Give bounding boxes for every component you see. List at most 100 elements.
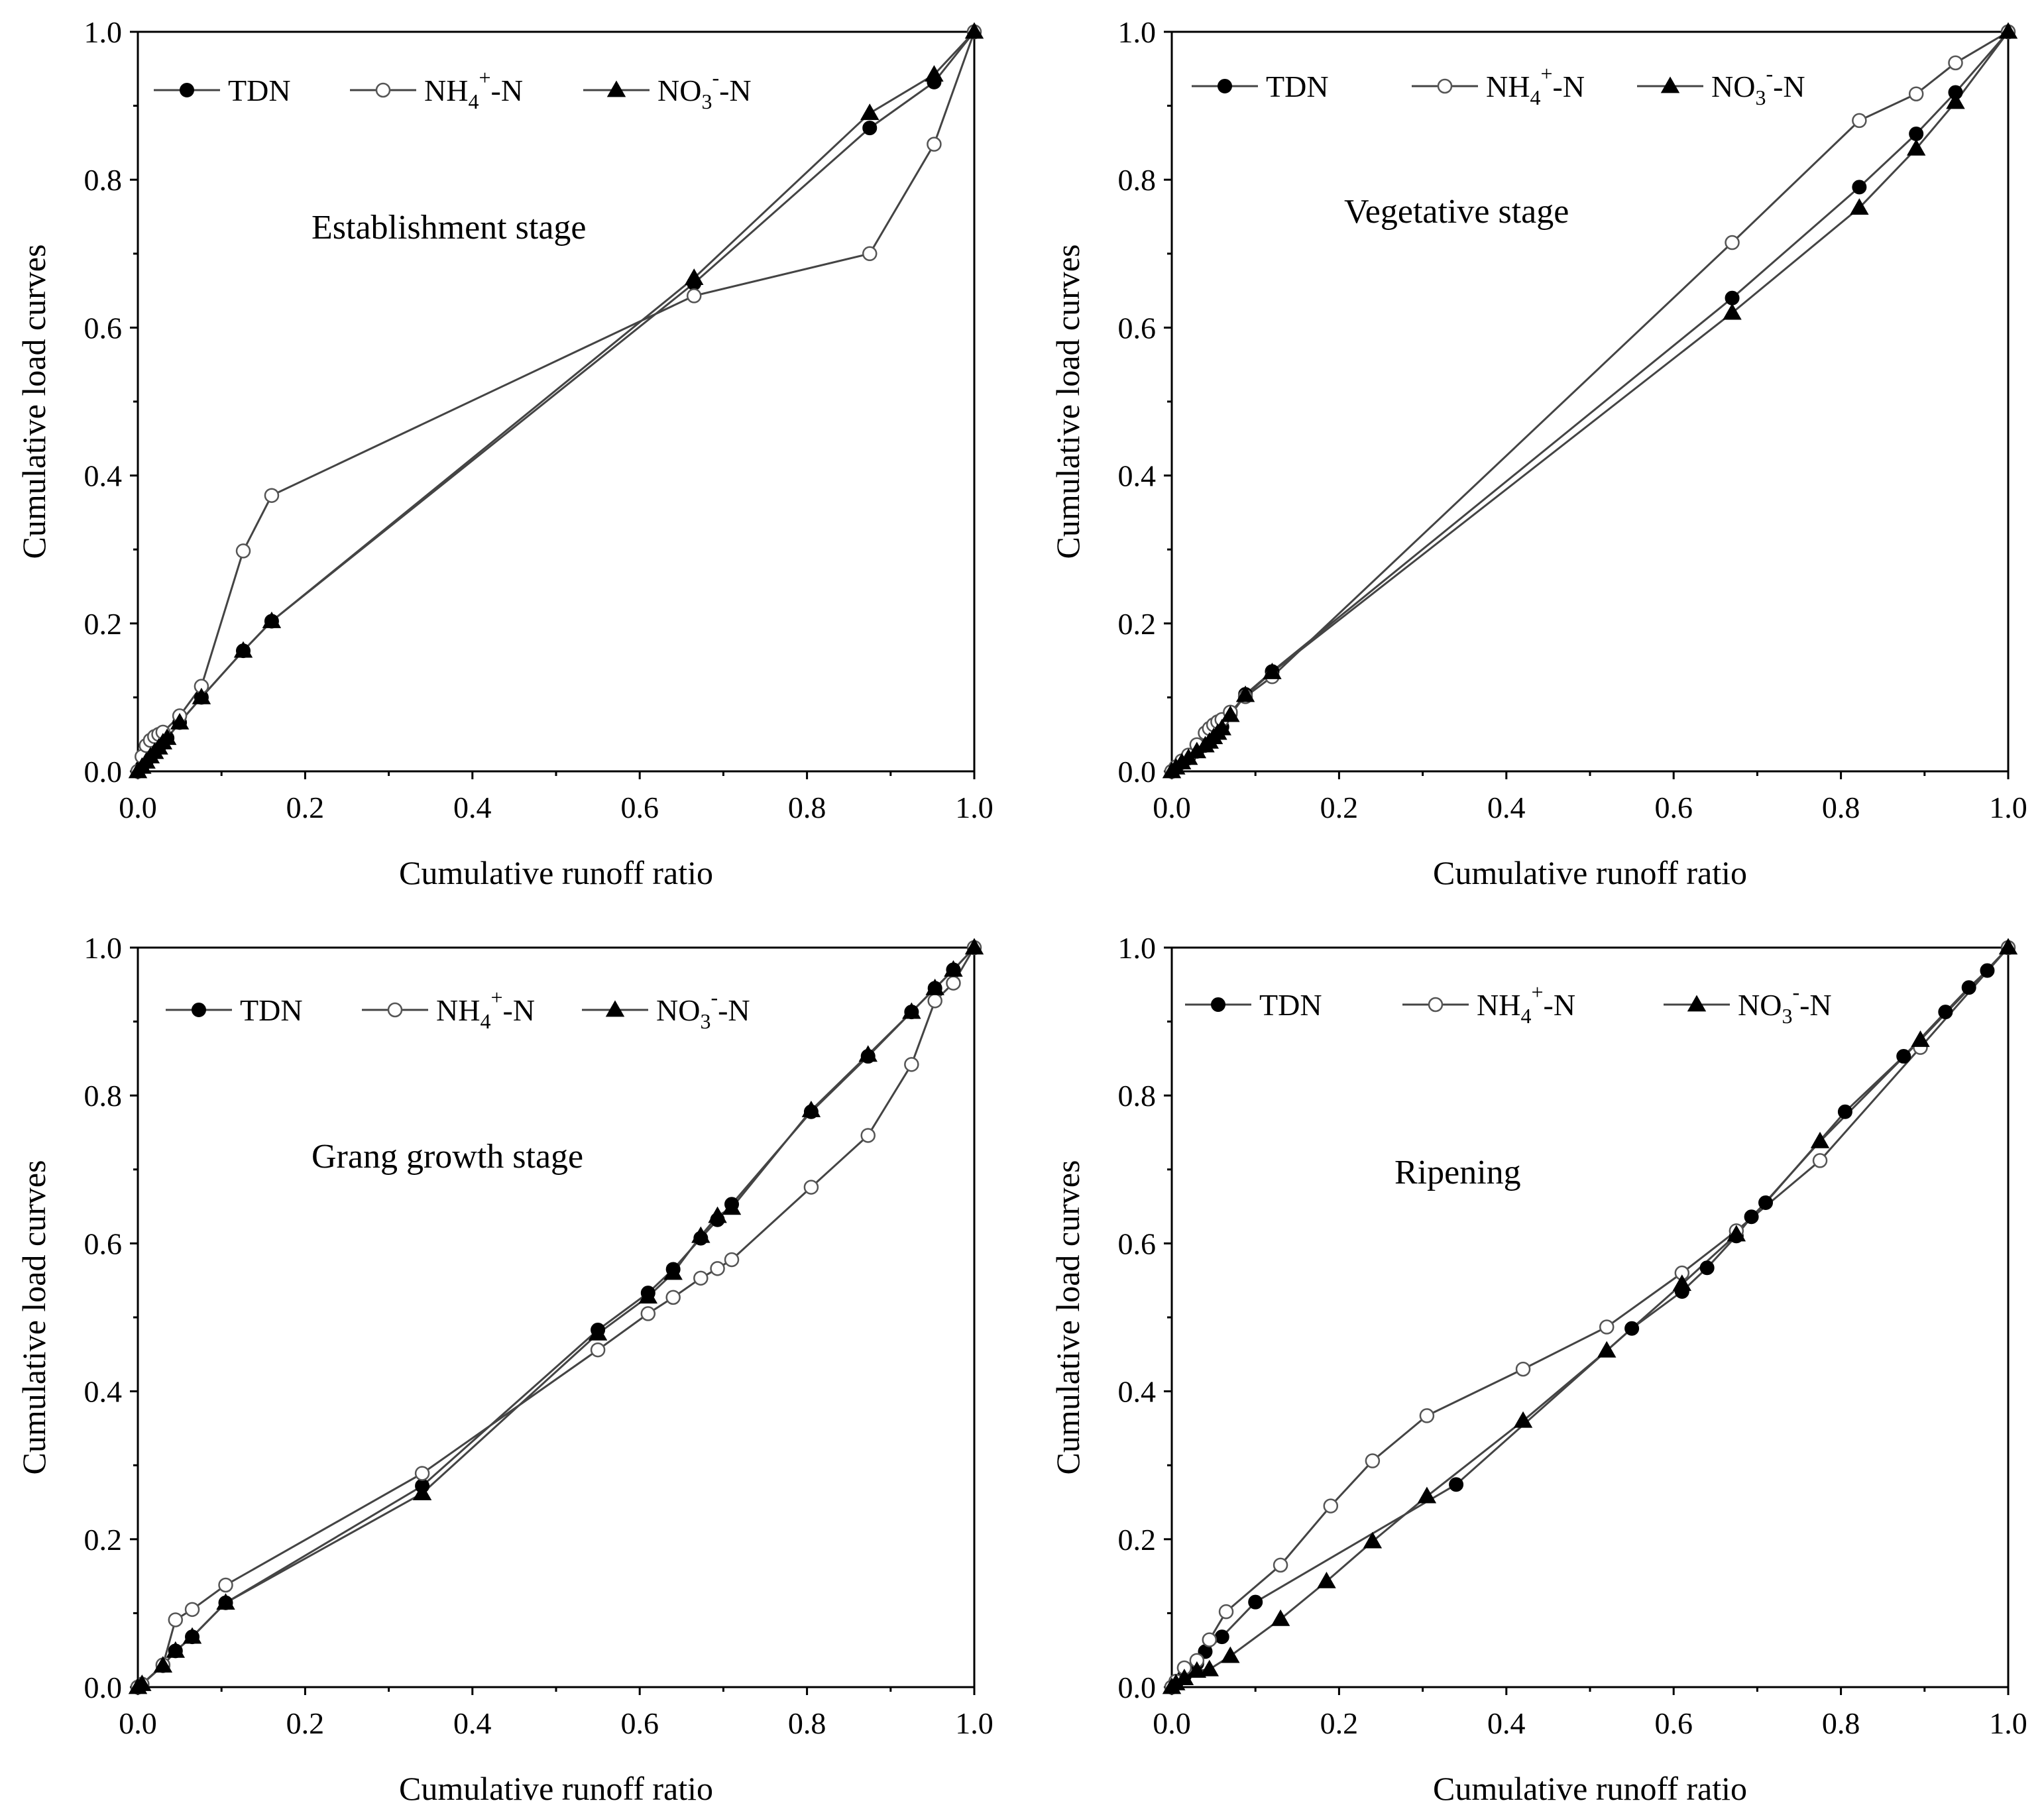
legend-marker xyxy=(180,83,194,97)
data-point xyxy=(1317,1571,1336,1588)
data-point xyxy=(262,611,282,628)
legend-label: TDN xyxy=(228,74,291,107)
y-tick-label: 0.6 xyxy=(84,1227,123,1260)
legend-marker xyxy=(387,1002,403,1018)
y-axis-title: Cumulative load curves xyxy=(15,1160,52,1475)
stage-annotation: Grang growth stage xyxy=(312,1138,583,1176)
x-tick-label: 0.6 xyxy=(620,1706,659,1740)
data-point xyxy=(216,1593,235,1610)
series-line-nh4-n xyxy=(1170,30,2009,773)
data-point xyxy=(1906,138,1926,156)
series-line-nh4-n xyxy=(137,947,976,1688)
data-point xyxy=(1758,1195,1774,1211)
data-point xyxy=(801,1101,821,1117)
data-point xyxy=(638,1287,658,1304)
legend-label-name: NH xyxy=(1486,70,1530,103)
data-point xyxy=(233,641,253,658)
data-point xyxy=(1200,1659,1220,1677)
data-point xyxy=(1235,685,1255,702)
data-point xyxy=(1417,1486,1437,1504)
series-line-no3-n xyxy=(1171,31,2010,773)
legend-label: NO3--N xyxy=(657,66,752,113)
series-line-nh4-n xyxy=(1170,947,2010,1688)
data-point xyxy=(1812,1153,1828,1168)
x-tick-label: 0.2 xyxy=(286,1706,325,1740)
legend-label-tail: -N xyxy=(491,74,524,107)
legend-label: NH4+-N xyxy=(436,985,535,1033)
data-point xyxy=(1946,92,1965,109)
y-tick-label: 0.2 xyxy=(84,1523,123,1557)
data-point xyxy=(166,1641,186,1658)
data-point xyxy=(1212,718,1231,736)
legend-label: NH4+-N xyxy=(1486,62,1585,109)
data-point xyxy=(1221,1646,1240,1663)
x-axis-title: Cumulative runoff ratio xyxy=(399,854,713,891)
legend-marker xyxy=(375,82,391,98)
x-tick-label: 0.0 xyxy=(1153,791,1191,824)
data-point xyxy=(927,993,942,1009)
x-tick-label: 0.6 xyxy=(1654,791,1693,824)
data-point xyxy=(1419,1408,1435,1423)
legend-label-name: NO xyxy=(656,993,700,1027)
data-point xyxy=(722,1198,742,1215)
x-tick-label: 0.4 xyxy=(453,1706,492,1740)
x-axis-title: Cumulative runoff ratio xyxy=(399,1770,713,1807)
x-tick-label: 0.4 xyxy=(1487,791,1526,824)
data-point xyxy=(925,978,944,995)
legend-marker xyxy=(1437,78,1453,94)
legend-label: NO3--N xyxy=(1738,980,1832,1028)
legend-label: NO3--N xyxy=(656,985,750,1033)
legend-marker xyxy=(192,1003,206,1017)
x-tick-label: 0.0 xyxy=(119,791,157,824)
y-tick-label: 1.0 xyxy=(1118,15,1157,49)
data-point xyxy=(170,712,190,730)
data-point xyxy=(157,728,177,745)
plot-frame xyxy=(137,30,976,773)
y-tick-label: 1.0 xyxy=(1118,931,1157,965)
legend-label-superscript: + xyxy=(479,66,490,89)
data-point xyxy=(133,1675,152,1691)
series-line-no3-n xyxy=(1171,946,2010,1688)
data-point xyxy=(964,22,984,39)
y-tick-label: 1.0 xyxy=(84,931,123,965)
data-point xyxy=(590,1342,606,1358)
legend-label-superscript: - xyxy=(710,985,718,1009)
data-point xyxy=(1725,290,1740,305)
data-point xyxy=(1214,1629,1229,1645)
data-point xyxy=(1850,198,1869,215)
legend-label-name: NH xyxy=(424,74,468,107)
data-point xyxy=(1449,1477,1464,1492)
data-point xyxy=(1599,1319,1615,1335)
series-line-no3-n xyxy=(137,30,976,773)
legend-label-name: NH xyxy=(436,993,480,1027)
data-point xyxy=(686,288,702,303)
y-axis-title: Cumulative load curves xyxy=(1049,1160,1086,1475)
data-point xyxy=(1810,1131,1830,1148)
legend-label-superscript: - xyxy=(712,66,719,89)
data-point xyxy=(1852,180,1867,195)
legend-label: TDN xyxy=(240,993,303,1027)
legend-label: TDN xyxy=(1266,70,1329,103)
data-point xyxy=(1909,127,1924,142)
series-line-tdn xyxy=(1171,31,2010,773)
data-point xyxy=(1187,1661,1207,1678)
legend-label-subscript: 3 xyxy=(1755,85,1766,109)
x-tick-label: 1.0 xyxy=(955,791,994,824)
legend-label-subscript: 3 xyxy=(700,1009,710,1033)
data-point xyxy=(1938,1005,1953,1020)
legend-label-name: NO xyxy=(1711,70,1755,103)
y-tick-label: 0.8 xyxy=(84,163,123,197)
data-point xyxy=(1202,1632,1218,1647)
legend-label-tail: -N xyxy=(718,993,750,1027)
legend-label-name: TDN xyxy=(1259,988,1322,1022)
x-tick-label: 1.0 xyxy=(1989,1706,2027,1740)
x-tick-label: 0.8 xyxy=(788,791,826,824)
data-point xyxy=(693,1270,709,1286)
data-point xyxy=(1911,1030,1930,1047)
legend-marker xyxy=(1660,76,1680,93)
legend-marker xyxy=(1687,995,1707,1012)
data-point xyxy=(1363,1531,1383,1549)
chart-panel-grang-growth: 0.0 0.2 0.4 0.6 0.8 1.0 0.0 0.2 0.4 0.6 0.8 1.0 Cumu… xyxy=(15,931,994,1807)
series-line-tdn xyxy=(137,946,976,1688)
legend-label-superscript: - xyxy=(1766,62,1773,85)
